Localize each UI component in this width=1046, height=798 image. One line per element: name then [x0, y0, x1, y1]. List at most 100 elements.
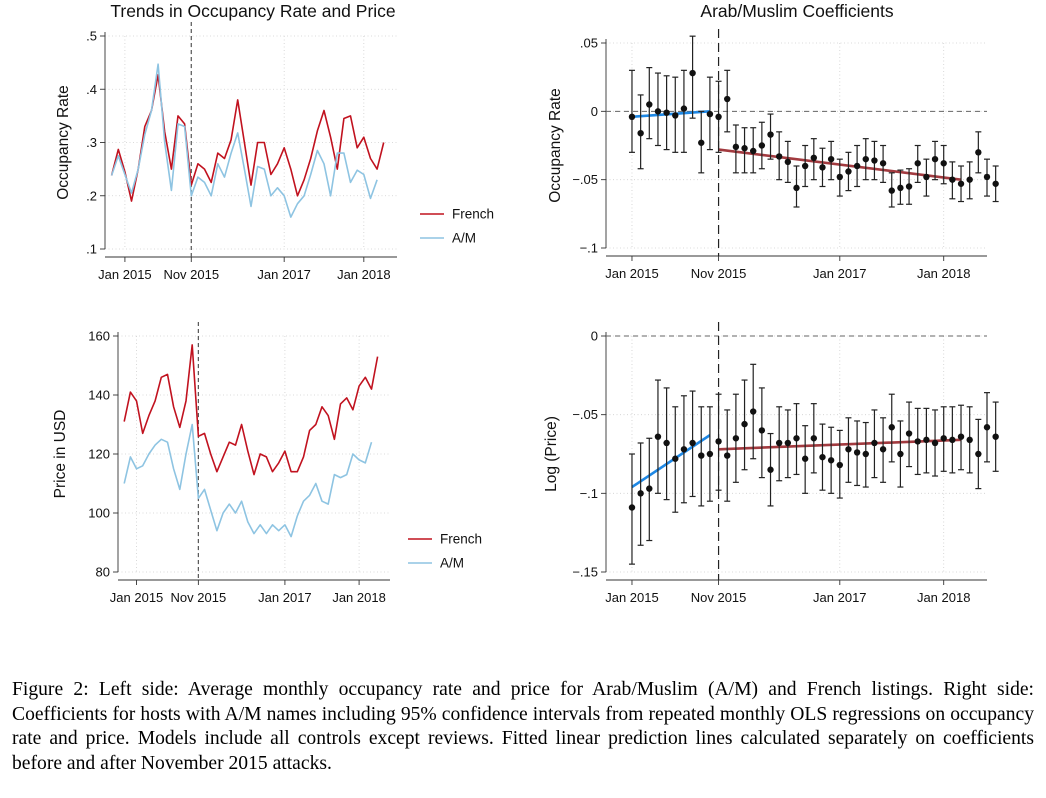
coefficient-point	[750, 147, 757, 155]
coefficient-point	[698, 139, 705, 146]
y-tick-label: −.15	[572, 565, 598, 580]
coefficient-point	[672, 112, 679, 119]
x-tick-label: Jan 2015	[98, 267, 152, 282]
coefficient-point	[992, 433, 999, 440]
fitted-line	[631, 434, 711, 489]
x-tick-label: Nov 2015	[691, 590, 747, 605]
x-tick-label: Jan 2015	[605, 590, 659, 605]
figure-panels: Trends in Occupancy Rate and Price .1 .2 .3…	[52, 1, 999, 605]
y-tick-label: 0	[591, 329, 598, 344]
coefficient-point	[724, 95, 731, 103]
coefficient-point	[741, 420, 748, 428]
coefficient-point	[663, 439, 670, 447]
coefficient-point	[923, 173, 930, 181]
coefficient-point	[871, 439, 878, 447]
coefficient-point	[654, 433, 662, 440]
chart-title: Trends in Occupancy Rate and Price	[110, 1, 395, 21]
coefficient-point	[637, 130, 644, 137]
coefficient-point	[845, 446, 852, 453]
y-tick-label: −.1	[580, 241, 598, 256]
coefficient-point	[914, 438, 921, 445]
coefficient-point	[810, 435, 818, 442]
coefficient-point	[975, 149, 982, 156]
coefficient-point	[689, 439, 696, 447]
y-tick-label: .4	[86, 82, 97, 97]
coefficient-point	[646, 485, 653, 492]
coefficient-point	[715, 438, 722, 445]
coefficient-point	[698, 452, 705, 459]
coefficient-point	[819, 453, 826, 461]
coefficient-point	[983, 424, 991, 431]
coefficient-point	[975, 450, 982, 458]
y-tick-label: 100	[88, 506, 110, 521]
coefficient-point	[845, 168, 852, 175]
x-tick-label: Jan 2017	[257, 267, 311, 282]
x-tick-label: Jan 2017	[813, 266, 867, 281]
y-tick-label: 160	[88, 329, 110, 344]
coefficient-point	[905, 430, 913, 437]
series-line-am	[123, 423, 373, 538]
coefficient-point	[793, 184, 800, 192]
coefficient-point	[940, 435, 947, 442]
x-tick-label: Nov 2015	[691, 266, 747, 281]
coefficient-point	[689, 69, 696, 77]
coefficient-point	[628, 504, 636, 511]
chart-title: Arab/Muslim Coefficients	[700, 1, 893, 21]
y-axis-label: Price in USD	[52, 410, 69, 499]
coefficient-point	[940, 160, 947, 167]
coefficient-point	[836, 461, 843, 469]
legend-label: A/M	[440, 556, 464, 571]
chart-panel-occ_trend: Trends in Occupancy Rate and Price .1 .2 .3…	[55, 1, 494, 282]
y-axis-label: Log (Price)	[543, 416, 560, 492]
y-tick-label: .2	[86, 188, 97, 203]
coefficient-point	[801, 162, 809, 170]
coefficient-point	[879, 446, 887, 453]
coefficient-point	[819, 164, 826, 171]
coefficient-point	[836, 173, 843, 181]
y-tick-label: 140	[88, 388, 110, 403]
y-tick-label: .3	[86, 135, 97, 150]
coefficient-point	[758, 142, 766, 149]
chart-panel-price_coef: −.15 −.1 −.05 0 Jan 2015 Nov 2015 Jan 2017 Jan …	[543, 322, 999, 605]
coefficient-point	[724, 452, 731, 459]
coefficient-point	[853, 449, 861, 456]
y-tick-label: −.05	[572, 407, 598, 422]
y-tick-label: .5	[86, 29, 97, 44]
coefficient-point	[706, 450, 714, 458]
coefficient-point	[767, 466, 774, 473]
y-tick-label: 80	[96, 565, 110, 580]
coefficient-point	[793, 435, 800, 442]
coefficient-point	[784, 158, 792, 166]
chart-panel-occ_coef: Arab/Muslim Coefficients −.1 −.05 0 .05 Jan 2…	[547, 1, 999, 281]
coefficient-point	[741, 145, 748, 152]
legend-label: French	[452, 207, 494, 222]
coefficient-point	[871, 157, 878, 164]
coefficient-point	[646, 101, 653, 108]
coefficient-point	[628, 113, 636, 121]
x-tick-label: Jan 2017	[258, 590, 312, 605]
coefficient-point	[810, 154, 818, 161]
coefficient-point	[654, 108, 662, 115]
coefficient-point	[672, 455, 679, 462]
coefficient-point	[767, 131, 774, 138]
coefficient-point	[897, 184, 904, 192]
x-tick-label: Jan 2018	[917, 266, 971, 281]
chart-panel-price_trend: 80 100 120 140 160 Jan 2015 Nov 2015 Jan 2017 Ja…	[52, 322, 482, 605]
coefficient-point	[983, 173, 991, 181]
series-line-am	[110, 63, 378, 218]
coefficient-point	[949, 176, 956, 183]
series-line-french	[110, 74, 385, 202]
coefficient-point	[637, 490, 644, 497]
fitted-line	[631, 110, 711, 119]
coefficient-point	[949, 436, 956, 444]
y-tick-label: .05	[580, 36, 598, 51]
x-tick-label: Jan 2015	[110, 590, 164, 605]
legend-label: French	[440, 532, 482, 547]
coefficient-point	[931, 439, 939, 447]
coefficient-point	[992, 180, 999, 187]
coefficient-point	[966, 176, 973, 183]
coefficient-point	[827, 155, 835, 163]
coefficient-point	[966, 436, 973, 444]
x-tick-label: Nov 2015	[163, 267, 219, 282]
coefficient-point	[758, 427, 766, 434]
